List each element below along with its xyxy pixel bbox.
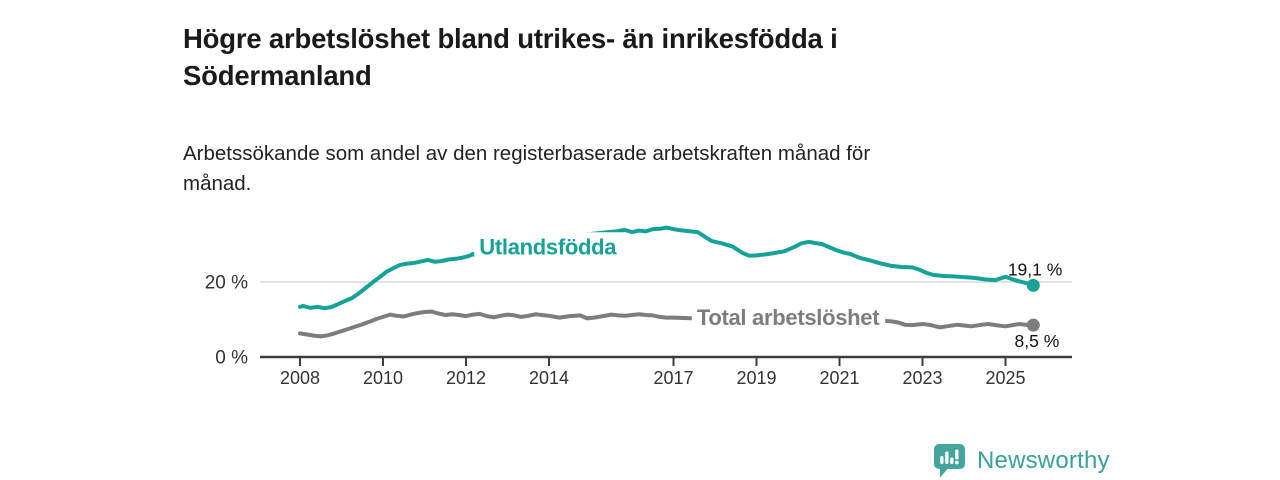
series-label-backing-1 <box>691 303 886 333</box>
page-subtitle-line-1: Arbetssökande som andel av den registerb… <box>183 141 871 165</box>
series-line-0 <box>298 225 1036 311</box>
x-axis-tick-label: 2019 <box>736 368 776 388</box>
page-subtitle-line-2: månad. <box>183 172 252 195</box>
series-label-1: Total arbetslöshet <box>697 305 880 330</box>
page-subtitle: Arbetssökande som andel av den registerb… <box>183 139 1043 200</box>
x-axis-tick-label: 2008 <box>280 368 320 388</box>
y-axis-tick-label: 0 % <box>215 348 248 369</box>
newsworthy-logo: Newsworthy <box>933 443 1110 479</box>
series-label-backing-0 <box>474 232 623 262</box>
x-axis-tick-label: 2023 <box>902 368 942 388</box>
x-axis-tick-label: 2021 <box>819 368 859 388</box>
x-axis-tick-label: 2014 <box>529 368 569 388</box>
y-axis-tick-label: 20 % <box>205 273 248 294</box>
series-end-value-label-0: 19,1 % <box>1008 259 1062 279</box>
series-end-dot-1 <box>1026 318 1040 332</box>
x-axis-tick-label: 2017 <box>653 368 693 388</box>
page-title-line-1: Högre arbetslöshet bland utrikes- än inr… <box>183 23 838 55</box>
x-axis-tick-label: 2025 <box>985 368 1025 388</box>
x-axis-tick-label: 2010 <box>363 368 403 388</box>
newsworthy-speech-bubble-bar-chart-icon <box>934 444 965 478</box>
series-end-dot-0 <box>1026 278 1040 292</box>
series-line-1 <box>298 309 1036 339</box>
x-axis-tick-label: 2012 <box>446 368 486 388</box>
newsworthy-logo-text: Newsworthy <box>977 447 1110 474</box>
series-label-0: Utlandsfödda <box>479 234 617 259</box>
page-title-line-2: Södermanland <box>183 60 372 92</box>
series-end-value-label-1: 8,5 % <box>1015 331 1060 351</box>
page-title: Högre arbetslöshet bland utrikes- än inr… <box>183 20 1043 94</box>
